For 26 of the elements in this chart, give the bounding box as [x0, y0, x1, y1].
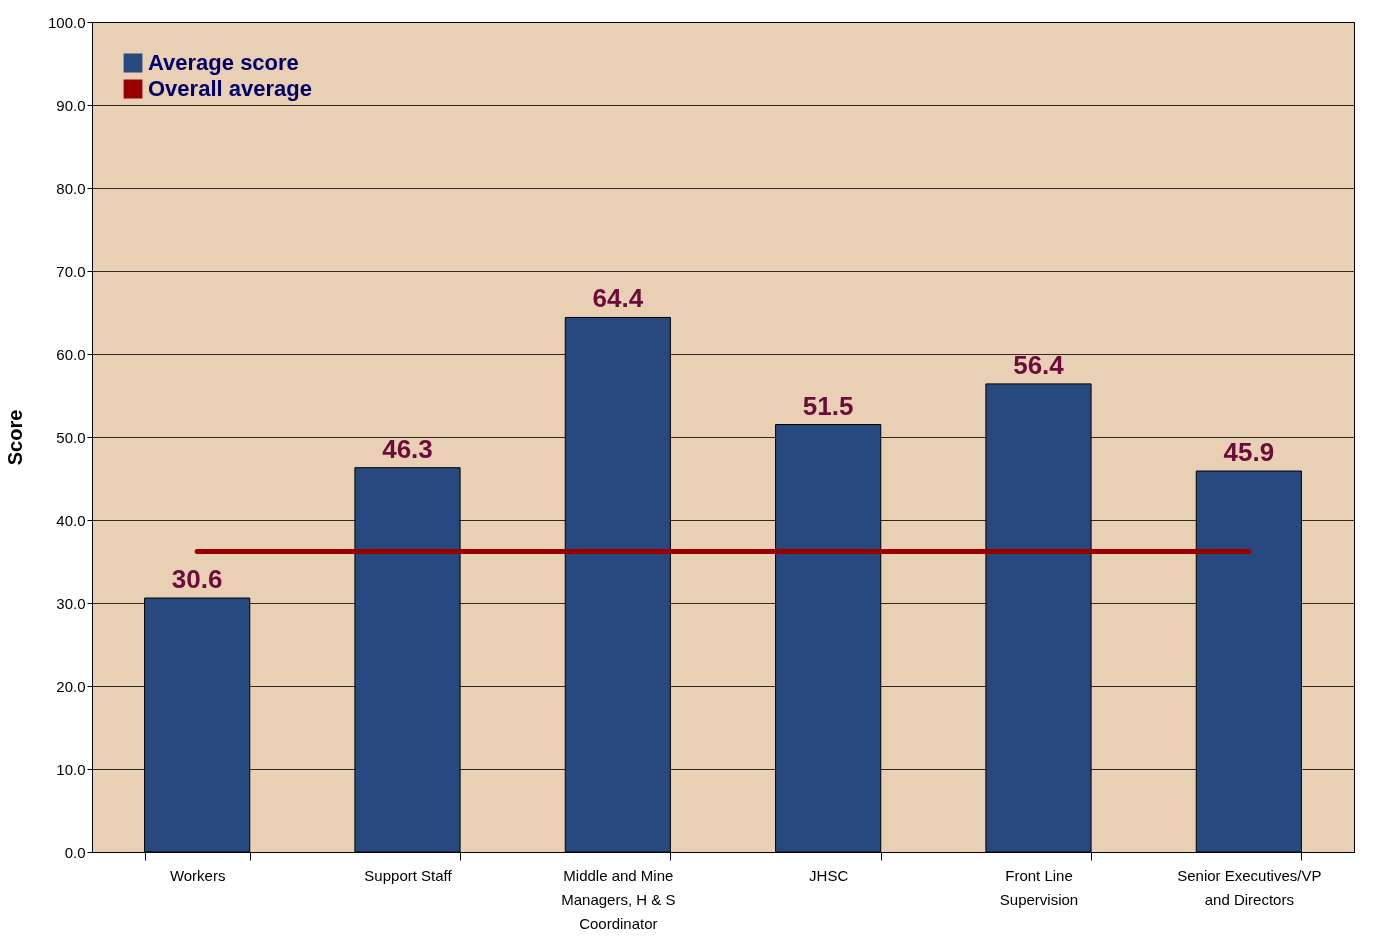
x-tick-label: Senior Executives/VP and Directors [1177, 866, 1322, 908]
data-label: 46.3 [382, 433, 433, 464]
y-tick-label: 20.0 [56, 677, 86, 695]
data-label: 56.4 [1013, 349, 1065, 380]
y-tick-label: 60.0 [56, 345, 86, 363]
data-label: 51.5 [802, 390, 854, 421]
y-tick-label: 10.0 [56, 760, 86, 778]
legend-label: Average score [148, 50, 299, 75]
y-tick-label: 0.0 [64, 843, 86, 861]
y-tick-label: 90.0 [56, 96, 86, 114]
data-label: 30.6 [171, 564, 223, 595]
y-tick-label: 100.0 [47, 13, 86, 31]
x-tick-label: Support Staff [364, 866, 453, 884]
y-tick-label: 70.0 [56, 262, 86, 280]
legend-label: Overall average [148, 76, 312, 101]
y-axis-title: Score [3, 409, 26, 466]
y-tick-label: 80.0 [56, 179, 86, 197]
data-label: 45.9 [1223, 437, 1275, 468]
x-tick-label: JHSC [809, 866, 849, 884]
x-tick-label: Workers [169, 866, 226, 884]
data-label: 64.4 [592, 283, 644, 314]
x-tick-label: Front Line Supervision [999, 866, 1079, 908]
y-tick-label: 40.0 [56, 511, 86, 529]
x-tick-label: Middle and Mine Managers, H & S Coordinator [561, 866, 676, 932]
y-tick-label: 30.0 [56, 594, 86, 612]
y-tick-label: 50.0 [56, 428, 86, 446]
